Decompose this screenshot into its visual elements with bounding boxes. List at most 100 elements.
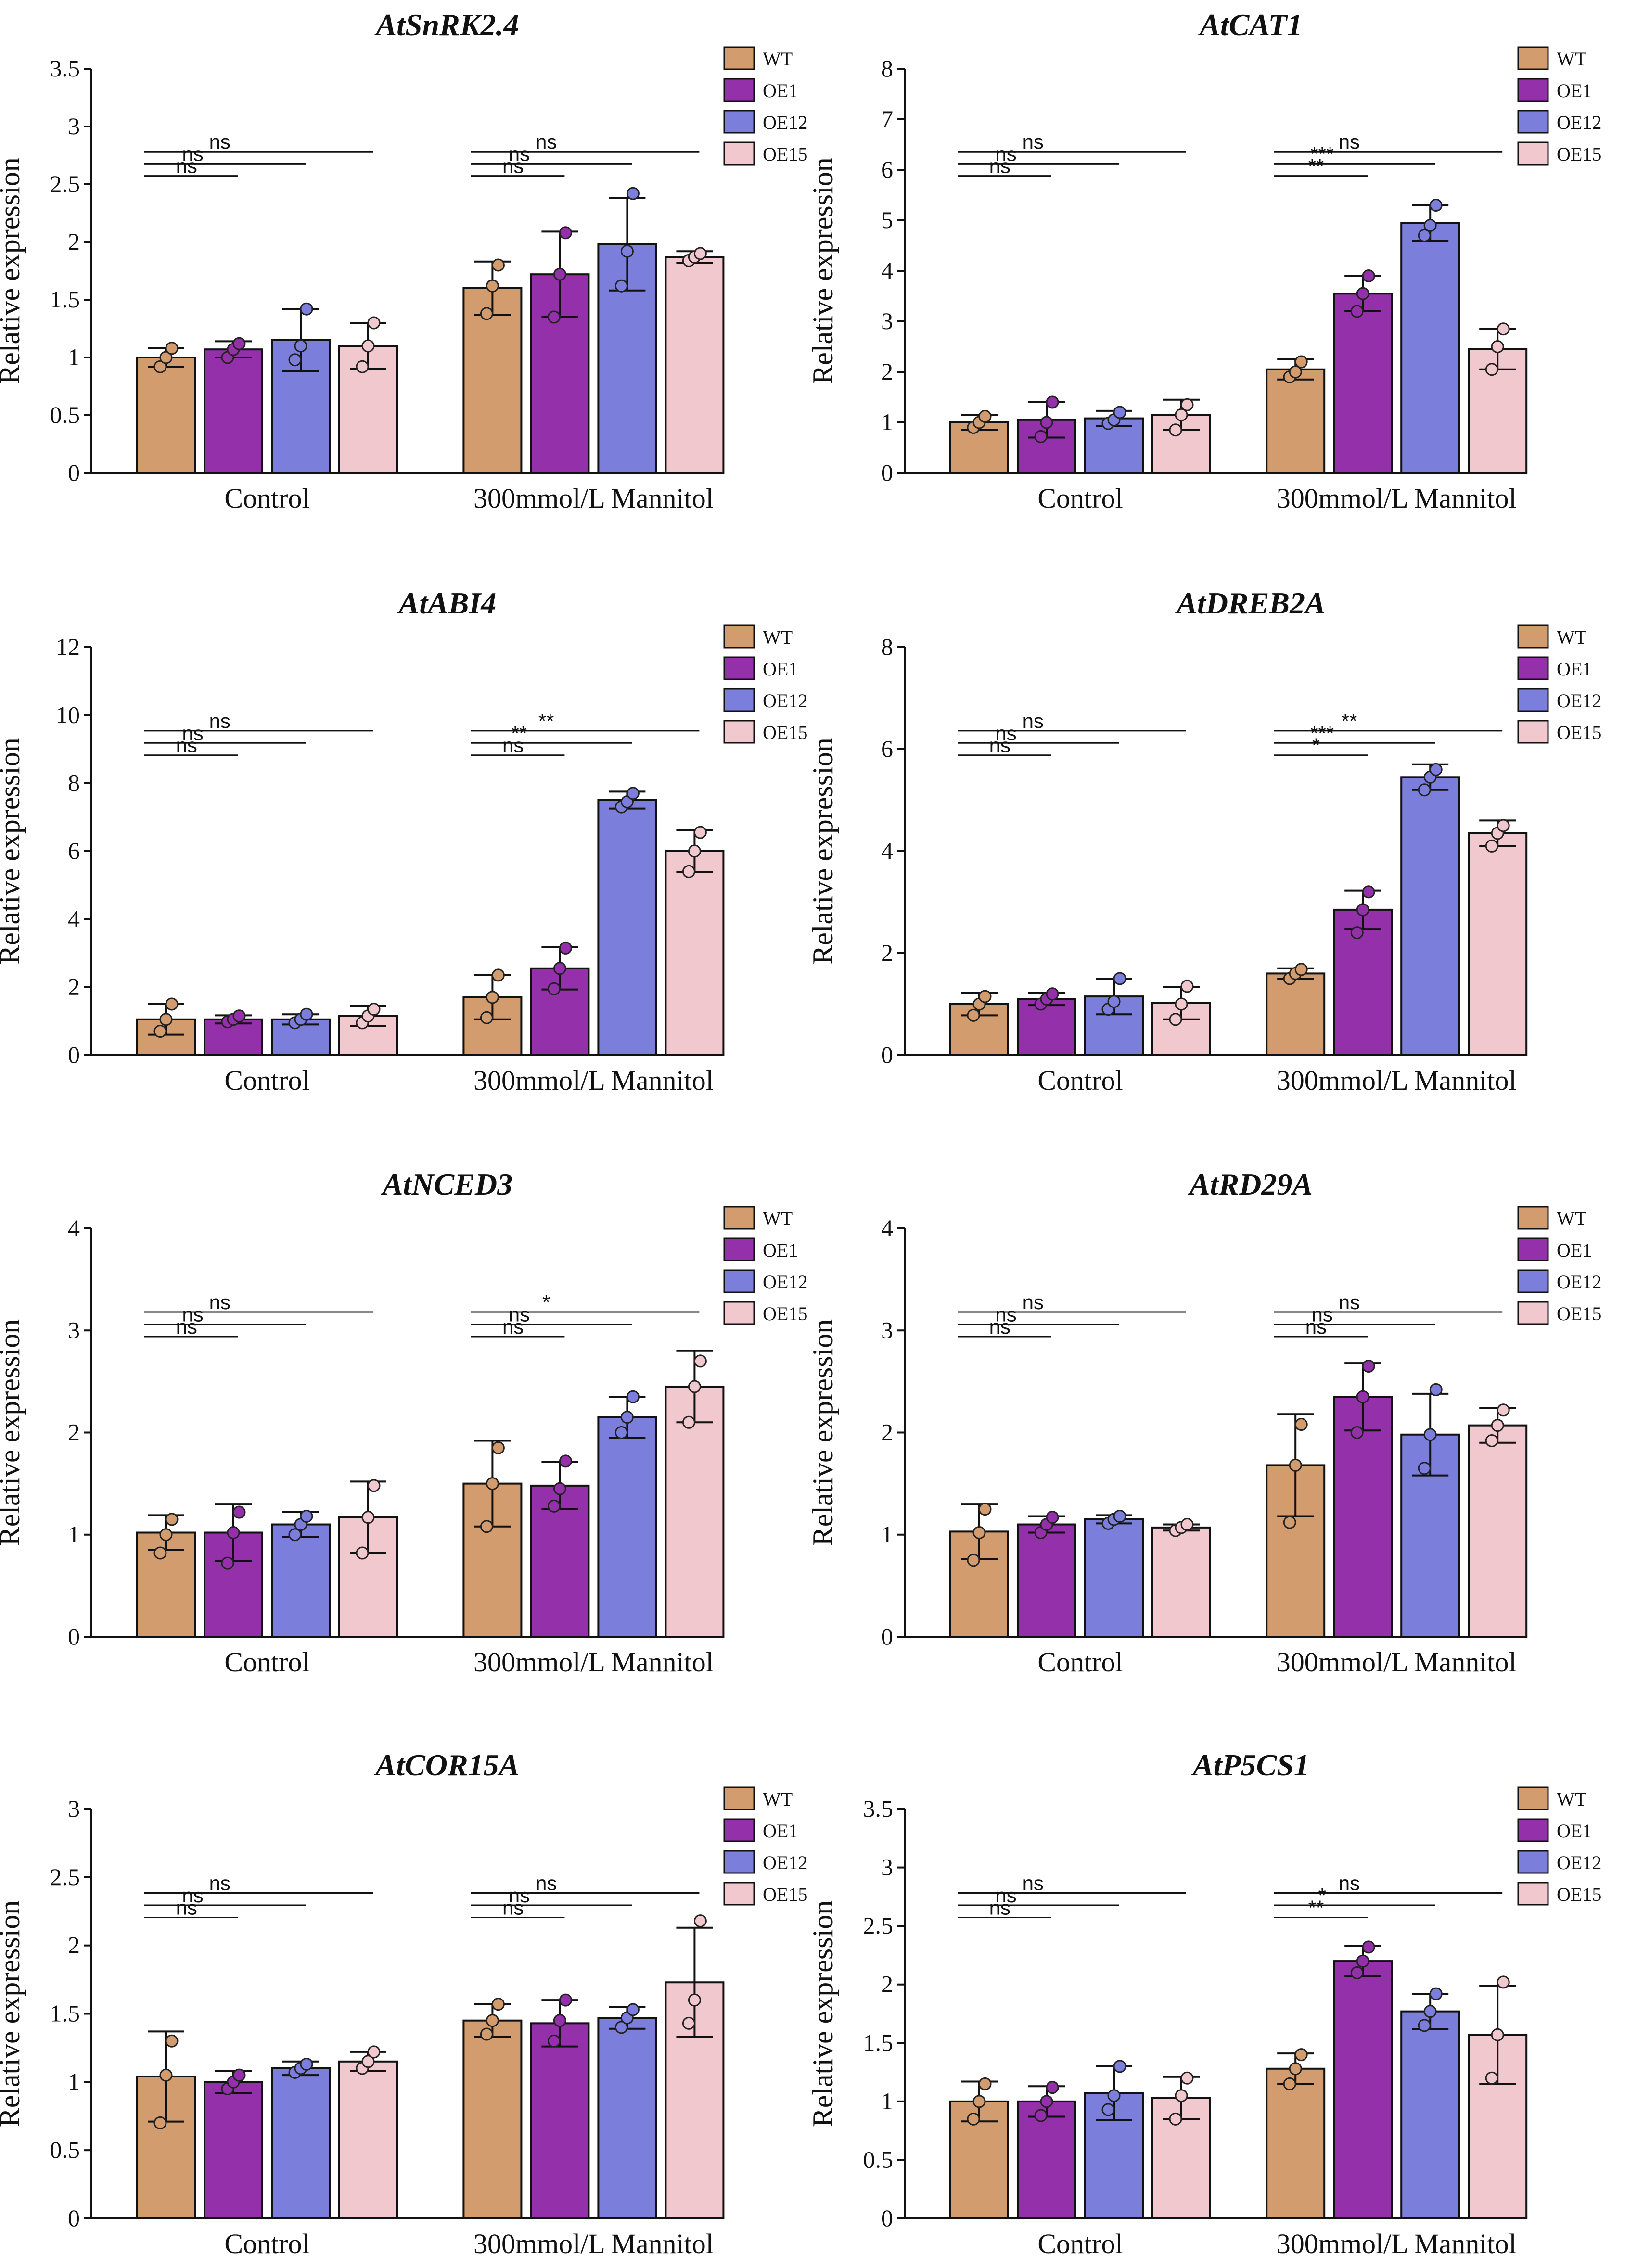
significance-label: ns xyxy=(509,1884,530,1907)
bar-WT-control xyxy=(136,1018,196,1057)
replicate-point xyxy=(1362,1360,1375,1373)
replicate-point xyxy=(1497,322,1510,336)
y-axis-label: Relative expression xyxy=(807,1900,839,2128)
replicate-point xyxy=(1429,1987,1443,2000)
y-tick-label: 10 xyxy=(56,701,80,728)
legend-label-OE1: OE1 xyxy=(763,658,798,680)
legend-label-WT: WT xyxy=(763,626,793,648)
x-category-label: Control xyxy=(1037,1646,1123,1678)
significance-label: ns xyxy=(502,1315,524,1338)
replicate-point xyxy=(1289,2062,1302,2076)
y-tick-label: 0.5 xyxy=(50,401,80,428)
significance-label: ns xyxy=(509,142,530,165)
bar-OE1-control xyxy=(1017,2100,1076,2219)
replicate-point xyxy=(221,1556,234,1570)
y-tick-label: 8 xyxy=(881,55,893,82)
replicate-point xyxy=(559,1454,572,1468)
y-tick-label: 2 xyxy=(68,973,80,1000)
replicate-point xyxy=(967,1008,980,1022)
replicate-point xyxy=(559,226,572,240)
replicate-point xyxy=(1362,269,1375,282)
legend-swatch-WT xyxy=(723,1206,755,1230)
bar-OE1-mannitol xyxy=(530,2022,590,2219)
bar-OE1-control xyxy=(204,2081,263,2220)
replicate-point xyxy=(361,339,375,353)
bar-WT-mannitol xyxy=(462,287,523,474)
replicate-point xyxy=(978,409,992,423)
legend-label-WT: WT xyxy=(763,1208,793,1229)
bar-WT-control xyxy=(949,2100,1009,2219)
bar-OE12-mannitol xyxy=(597,1416,657,1638)
replicate-point xyxy=(1491,1419,1504,1432)
replicate-point xyxy=(165,997,179,1011)
replicate-point xyxy=(682,1415,695,1429)
replicate-point xyxy=(547,2034,561,2048)
replicate-point xyxy=(1356,1954,1369,1968)
replicate-point xyxy=(1423,219,1437,232)
legend-label-WT: WT xyxy=(763,1788,793,1810)
legend-swatch-WT xyxy=(1517,1786,1549,1810)
y-axis-label: Relative expression xyxy=(0,738,26,965)
bar-OE15-mannitol xyxy=(665,850,725,1056)
x-category-label: Control xyxy=(1037,483,1123,514)
replicate-point xyxy=(614,279,628,293)
replicate-point xyxy=(300,1510,313,1523)
x-category-label: 300mmol/L Mannitol xyxy=(473,1065,714,1096)
x-category-label: 300mmol/L Mannitol xyxy=(473,1646,714,1678)
significance-label: ns xyxy=(182,1303,203,1326)
replicate-point xyxy=(547,1499,561,1513)
replicate-point xyxy=(1294,1418,1308,1431)
y-tick-label: 2 xyxy=(68,1932,80,1959)
y-tick-label: 3 xyxy=(68,1316,80,1343)
legend-swatch-OE1 xyxy=(1517,1237,1549,1261)
bar-OE15-mannitol xyxy=(665,256,725,474)
significance-label: ns xyxy=(176,734,197,757)
replicate-point xyxy=(553,1482,566,1495)
bar-OE1-mannitol xyxy=(530,1484,590,1638)
replicate-point xyxy=(1180,2071,1194,2085)
legend-label-OE1: OE1 xyxy=(763,1820,798,1842)
replicate-point xyxy=(1169,2112,1182,2126)
replicate-point xyxy=(1294,2048,1308,2062)
significance-label: ns xyxy=(502,1897,524,1919)
y-axis-label: Relative expression xyxy=(0,1900,26,2128)
legend-swatch-OE12 xyxy=(1517,1269,1549,1293)
replicate-point xyxy=(1040,416,1053,429)
legend-swatch-OE12 xyxy=(1517,110,1549,134)
y-tick-label: 6 xyxy=(881,156,893,183)
replicate-point xyxy=(1175,997,1188,1011)
replicate-point xyxy=(232,2068,246,2082)
chart-panel-AtNCED3: AtNCED3 0 1 2 3 4 Relative expression Control ns… xyxy=(0,1167,807,1678)
replicate-point xyxy=(553,962,566,975)
replicate-point xyxy=(688,844,701,858)
significance-label: ns xyxy=(1023,1872,1044,1894)
replicate-point xyxy=(1423,1428,1437,1441)
legend-swatch-WT xyxy=(723,624,755,649)
replicate-point xyxy=(300,302,313,316)
y-tick-label: 2 xyxy=(68,1419,80,1446)
bar-OE12-mannitol xyxy=(1400,2010,1460,2220)
replicate-point xyxy=(491,1441,505,1454)
replicate-point xyxy=(480,1011,493,1024)
bar-OE1-control xyxy=(1017,419,1076,474)
replicate-point xyxy=(1113,972,1126,985)
replicate-point xyxy=(153,2116,167,2129)
legend-label-WT: WT xyxy=(1557,1788,1586,1810)
significance-label: ns xyxy=(209,130,230,153)
significance-label: ns xyxy=(995,142,1016,165)
y-tick-label: 0 xyxy=(68,1041,80,1068)
replicate-point xyxy=(486,2014,499,2027)
significance-label: ns xyxy=(1339,1872,1360,1894)
y-tick-label: 7 xyxy=(881,105,893,132)
replicate-point xyxy=(688,1993,701,2007)
legend-label-OE15: OE15 xyxy=(763,143,807,165)
significance-label: * xyxy=(542,1291,550,1313)
bar-WT-mannitol xyxy=(1266,2067,1326,2220)
significance-label: ns xyxy=(182,142,203,165)
bar-OE15-mannitol xyxy=(665,1385,725,1638)
bar-OE1-control xyxy=(1017,1523,1076,1638)
replicate-point xyxy=(491,968,505,982)
replicate-point xyxy=(165,2034,179,2048)
chart-panel-AtP5CS1: AtP5CS1 0 0.5 1 1.5 2 2.5 3 3.5 Relative expressi… xyxy=(807,1748,1601,2259)
